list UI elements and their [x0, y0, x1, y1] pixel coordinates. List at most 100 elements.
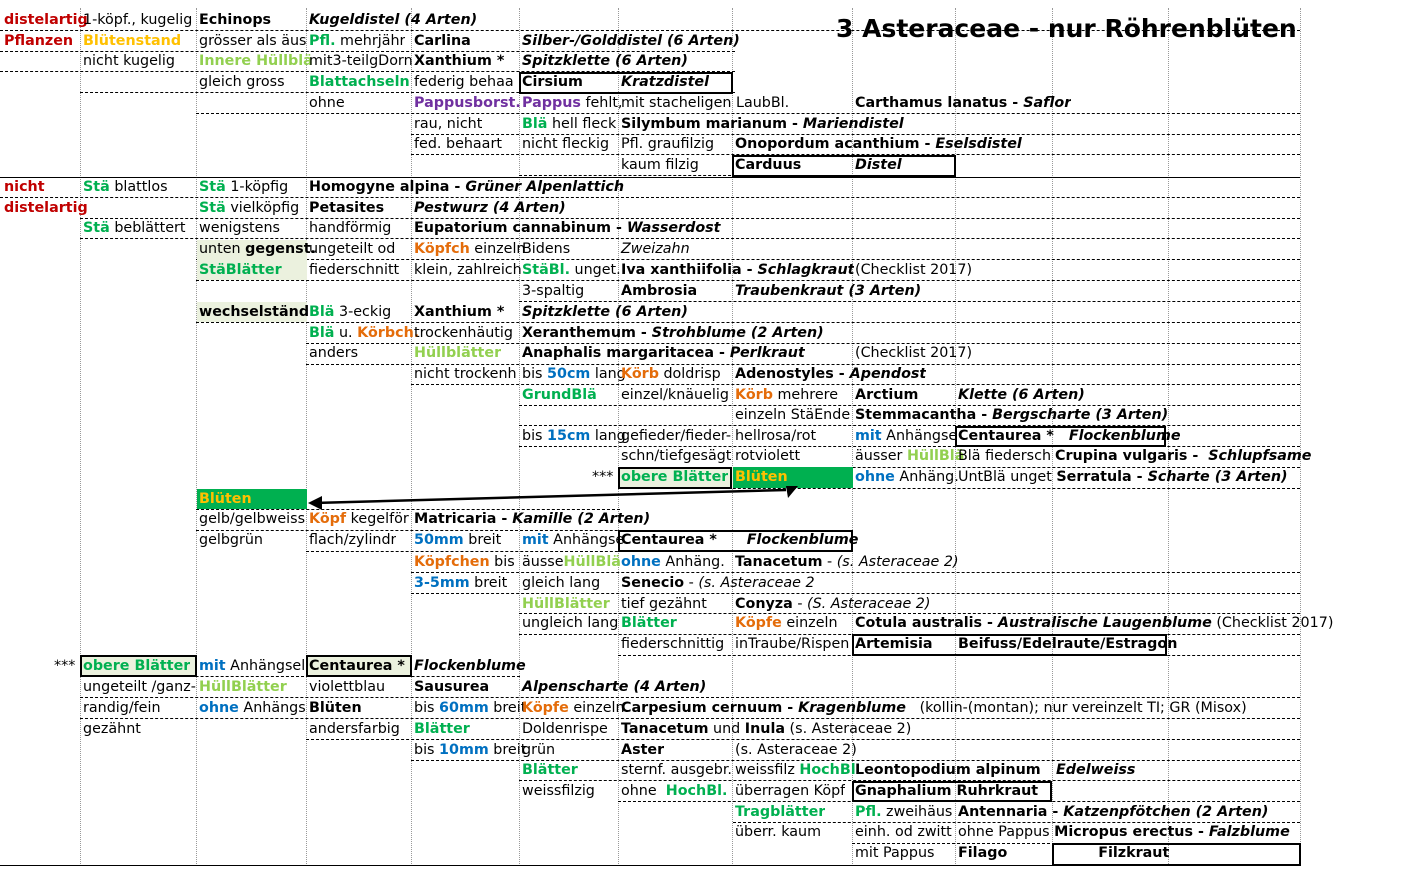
cell: anders [309, 345, 359, 361]
cell: nicht trockenh [414, 366, 517, 382]
cell-text: Stä [83, 220, 110, 236]
cell: Hüllblätter [414, 345, 502, 361]
cell: StäBlätter [199, 262, 282, 278]
cell: gleich gross [199, 74, 285, 90]
cell: mit Anhängse [853, 426, 957, 446]
cell-text: unget. [570, 262, 621, 278]
cell-text: lang [590, 366, 626, 382]
cell: überr. kaum [735, 824, 821, 840]
cell: Zweizahn [621, 241, 690, 257]
cell-text: Filago [958, 845, 1008, 861]
cell: Kratzdistel [621, 74, 710, 90]
cell-text: mit [522, 532, 549, 548]
cell-text: breit [463, 532, 502, 548]
cell-text: Stä [199, 200, 226, 216]
cell: Cotula australis - Australische Laugenbl… [853, 613, 1333, 633]
cell: Sausurea [414, 679, 490, 695]
cell-text: Centaurea * [621, 532, 747, 548]
row-line [519, 301, 1300, 302]
cell-text: Grüner Alpenlattich [465, 179, 625, 195]
cell-text: einzeln [781, 615, 838, 631]
cell-text: bis [489, 554, 515, 570]
cell: Stä beblättert [81, 218, 186, 238]
cell: (Checklist 2017) [855, 345, 973, 361]
row-line [618, 467, 1300, 468]
cell: Tragblätter [735, 804, 826, 820]
cell: Carpesium cernuum - Kragenblume (kollin-… [619, 698, 1247, 718]
cell: Tanacetum - (s. Asteraceae 2) [733, 552, 959, 572]
row-line [196, 322, 1300, 323]
cell: Gnaphalium Ruhrkraut [855, 783, 1039, 799]
row-line [519, 613, 1300, 614]
cell: einh. od zwitt [855, 824, 952, 840]
cell: Alpenscharte (4 Arten) [522, 679, 707, 695]
cell-text: StäBl. [522, 262, 571, 278]
cell-text: Micropus erectus - [1054, 824, 1209, 840]
cell: Edelweiss [1056, 762, 1136, 778]
cell-text: äusse [522, 554, 564, 570]
cell-text: ohne [621, 554, 661, 570]
highlight-fill [733, 467, 853, 488]
cell-text: Körb [735, 387, 773, 403]
cell: bis 10mm breit [412, 740, 526, 760]
cell: violettblau [309, 679, 386, 695]
row-line [0, 71, 735, 72]
cell-text: Apendost [849, 366, 927, 382]
cell: tief gezähnt [621, 596, 707, 612]
row-line [306, 364, 1300, 365]
cell-text: ohne [621, 783, 666, 799]
cell: inTraube/Rispen [735, 636, 850, 652]
cell-text: Eupatorium cannabinum - [414, 220, 627, 236]
cell-text: 1-köpfig [225, 179, 289, 195]
cell: HüllBlätter [199, 679, 287, 695]
row-line [196, 530, 852, 531]
cell: obere Blätter [621, 469, 729, 485]
cell-text: Katzenpfötchen (2 Arten) [1063, 804, 1269, 820]
row-line [80, 676, 520, 677]
cell: sternf. ausgebr. [621, 762, 732, 778]
cell: einzeln StäEnde [735, 407, 851, 423]
cell-text: Eselsdistel [935, 136, 1022, 152]
cell: Spitzklette (6 Arten) [522, 53, 688, 69]
cell: (s. Asteraceae 2) [735, 742, 857, 758]
row-line [733, 822, 1300, 823]
cell-text: Anhängse [881, 428, 958, 444]
cell: mit Pappus [855, 845, 935, 861]
cell: Stemmacantha - Bergscharte (3 Arten) [853, 405, 1168, 425]
cell-text: HochBl [799, 762, 856, 778]
cell-text: Flockenblume [746, 532, 859, 548]
cell: Artemisia [855, 636, 933, 652]
row-line [411, 760, 1300, 761]
page-title: 3 Asteraceae - nur Röhrenblüten [836, 14, 1297, 43]
cell-text: Schlupfsame [1208, 448, 1312, 464]
column-line [196, 8, 197, 866]
cell-text: Tanacetum [621, 721, 709, 737]
cell: Köpfch einzeln [412, 239, 525, 259]
cell-text: Iva xanthiifolia - [621, 262, 758, 278]
cell: Blätter [621, 615, 677, 631]
cell: gleich lang [522, 575, 601, 591]
cell: wenigstens [199, 220, 280, 236]
outlined-cell [852, 634, 1167, 656]
row-line [411, 384, 1300, 385]
cell: Stä blattlos [81, 177, 168, 197]
cell: Pappusborst. [414, 95, 521, 111]
cell-text: Köpfe [735, 615, 782, 631]
cell: Echinops [199, 12, 272, 28]
cell: trockenhäutig [414, 325, 513, 341]
column-line [519, 8, 520, 866]
cell: nicht [4, 179, 45, 195]
cell: StäBl. unget. [520, 260, 621, 280]
cell: unten gegenst. [197, 239, 316, 259]
cell: Innere Hüllblä [199, 53, 313, 69]
cell-text: Stä [83, 179, 110, 195]
cell-text: Inula [744, 721, 785, 737]
cell-text: - [684, 575, 699, 591]
cell-text: Blä [309, 325, 335, 341]
cell: Blätter [414, 721, 470, 737]
cell: Körb doldrisp [619, 364, 721, 384]
cell: Eupatorium cannabinum - Wasserdost [412, 218, 721, 238]
cell-text: Xeranthemum - [522, 325, 652, 341]
cell-text: mehrere [772, 387, 838, 403]
